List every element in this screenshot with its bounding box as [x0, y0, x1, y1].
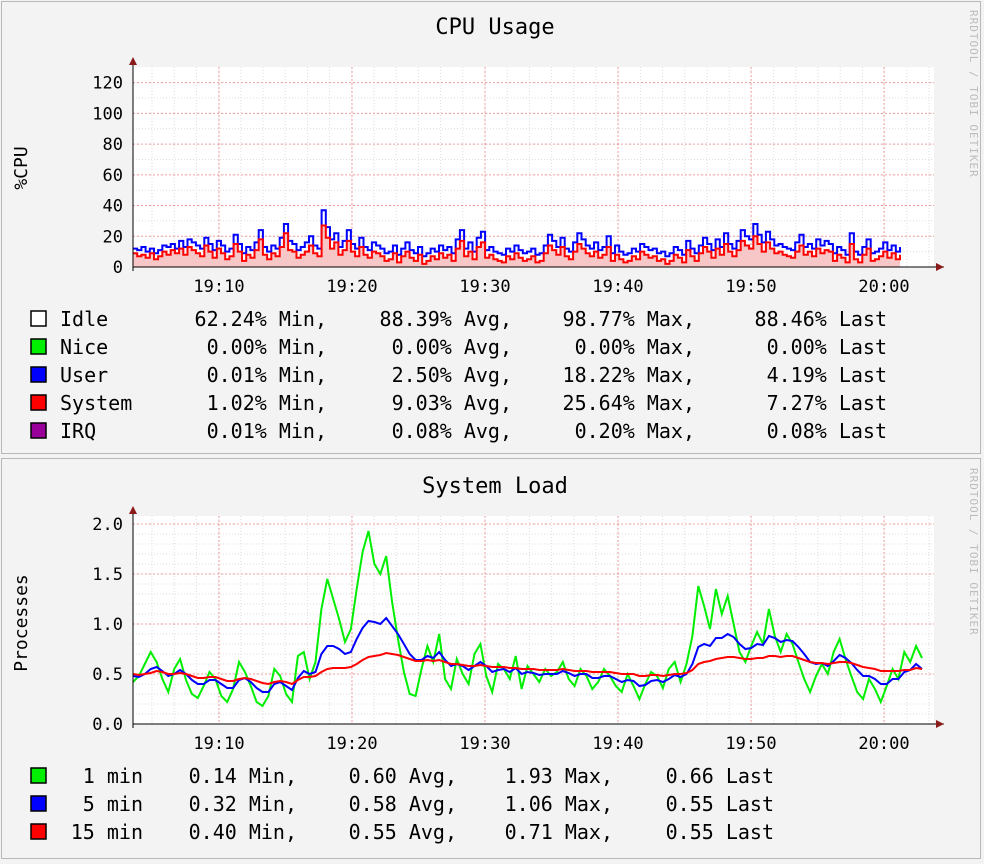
legend-last: 0.66 Last	[666, 764, 774, 788]
legend-avg: 9.03% Avg,	[392, 391, 512, 415]
legend-last: 88.46% Last	[755, 307, 887, 331]
y-tick-label: 100	[92, 104, 123, 124]
series-line-user	[133, 209, 901, 258]
legend-last: 0.08% Last	[767, 419, 887, 443]
y-tick-label: 60	[103, 166, 123, 186]
y-axis-label: %CPU	[11, 146, 32, 189]
legend-max: 1.93 Max,	[505, 764, 613, 788]
legend-name: Nice	[60, 335, 108, 359]
legend-swatch-nice	[30, 338, 47, 355]
legend-min: 0.40 Min,	[189, 820, 297, 844]
rrdtool-watermark: RRDTOOL / TOBI OETIKER	[967, 468, 980, 636]
legend-max: 25.64% Max,	[563, 391, 695, 415]
x-tick-label: 19:20	[326, 277, 377, 297]
y-tick-label: 1.0	[92, 615, 123, 635]
y-tick-label: 0	[113, 258, 123, 278]
legend-name: Idle	[60, 307, 108, 331]
legend-max: 1.06 Max,	[505, 792, 613, 816]
legend-avg: 0.60 Avg,	[349, 764, 457, 788]
x-axis-arrow	[936, 720, 944, 728]
legend-last: 0.55 Last	[666, 792, 774, 816]
legend-name: IRQ	[60, 419, 96, 443]
y-tick-label: 20	[103, 227, 123, 247]
chart-title: CPU Usage	[435, 15, 554, 40]
y-tick-label: 0.5	[92, 665, 123, 685]
legend-avg: 0.58 Avg,	[349, 792, 457, 816]
legend-min: 0.01% Min,	[207, 419, 327, 443]
legend-last: 0.00% Last	[767, 335, 887, 359]
legend-min: 62.24% Min,	[195, 307, 327, 331]
series-line-5-min	[132, 616, 923, 693]
legend-avg: 2.50% Avg,	[392, 363, 512, 387]
legend-min: 0.00% Min,	[207, 335, 327, 359]
load-panel-frame	[1, 458, 981, 859]
legend-name: 1 min	[83, 764, 143, 788]
legend-last: 0.55 Last	[666, 820, 774, 844]
x-tick-label: 20:00	[858, 277, 909, 297]
x-axis-arrow	[936, 263, 944, 271]
legend-last: 7.27% Last	[767, 391, 887, 415]
grid	[133, 67, 934, 268]
cpu-usage-chart: CPU Usage %CPU RRDTOOL / TOBI OETIKER 19…	[11, 10, 980, 443]
legend-max: 0.00% Max,	[575, 335, 695, 359]
x-tick-label: 19:50	[725, 277, 776, 297]
plot-area	[133, 516, 934, 724]
y-tick-label: 80	[103, 135, 123, 155]
system-load-chart: System Load Processes RRDTOOL / TOBI OET…	[11, 468, 980, 844]
series-line-15-min	[132, 651, 923, 686]
legend-min: 0.32 Min,	[189, 792, 297, 816]
legend-avg: 88.39% Avg,	[380, 307, 512, 331]
legend-max: 18.22% Max,	[563, 363, 695, 387]
legend-name: System	[60, 391, 132, 415]
legend-swatch-15-min	[30, 823, 47, 840]
x-tick-label: 20:00	[858, 734, 909, 754]
legend-last: 4.19% Last	[767, 363, 887, 387]
chart-title: System Load	[422, 474, 568, 499]
legend-max: 98.77% Max,	[563, 307, 695, 331]
series-area-system	[133, 225, 900, 267]
y-tick-label: 2.0	[92, 515, 123, 535]
legend-max: 0.71 Max,	[505, 820, 613, 844]
legend-name: 5 min	[83, 792, 143, 816]
legend-avg: 0.08% Avg,	[392, 419, 512, 443]
legend-swatch-idle	[30, 310, 47, 327]
legend-min: 0.14 Min,	[189, 764, 297, 788]
legend-max: 0.20% Max,	[575, 419, 695, 443]
y-tick-label: 120	[92, 74, 123, 94]
legend-swatch-irq	[30, 422, 47, 439]
y-axis-arrow	[129, 506, 137, 514]
cpu-panel-frame	[1, 1, 981, 454]
y-axis-label: Processes	[11, 574, 32, 672]
legend-avg: 0.55 Avg,	[349, 820, 457, 844]
legend-swatch-system	[30, 394, 47, 411]
y-tick-label: 1.5	[92, 565, 123, 585]
x-tick-label: 19:30	[459, 277, 510, 297]
x-tick-label: 19:50	[725, 734, 776, 754]
legend-min: 0.01% Min,	[207, 363, 327, 387]
legend-swatch-user	[30, 366, 47, 383]
legend-avg: 0.00% Avg,	[392, 335, 512, 359]
x-tick-label: 19:40	[592, 734, 643, 754]
x-tick-label: 19:20	[326, 734, 377, 754]
x-tick-label: 19:30	[459, 734, 510, 754]
x-tick-label: 19:10	[193, 277, 244, 297]
y-tick-label: 40	[103, 197, 123, 217]
legend-swatch-1-min	[30, 767, 47, 784]
x-tick-label: 19:40	[592, 277, 643, 297]
legend-name: 15 min	[71, 820, 143, 844]
legend-swatch-5-min	[30, 795, 47, 812]
legend-name: User	[60, 363, 108, 387]
y-tick-label: 0.0	[92, 715, 123, 735]
rrdtool-watermark: RRDTOOL / TOBI OETIKER	[967, 10, 980, 178]
legend-min: 1.02% Min,	[207, 391, 327, 415]
y-axis-arrow	[129, 57, 137, 65]
x-tick-label: 19:10	[193, 734, 244, 754]
series-line-system	[133, 224, 901, 265]
plot-area	[133, 67, 934, 267]
